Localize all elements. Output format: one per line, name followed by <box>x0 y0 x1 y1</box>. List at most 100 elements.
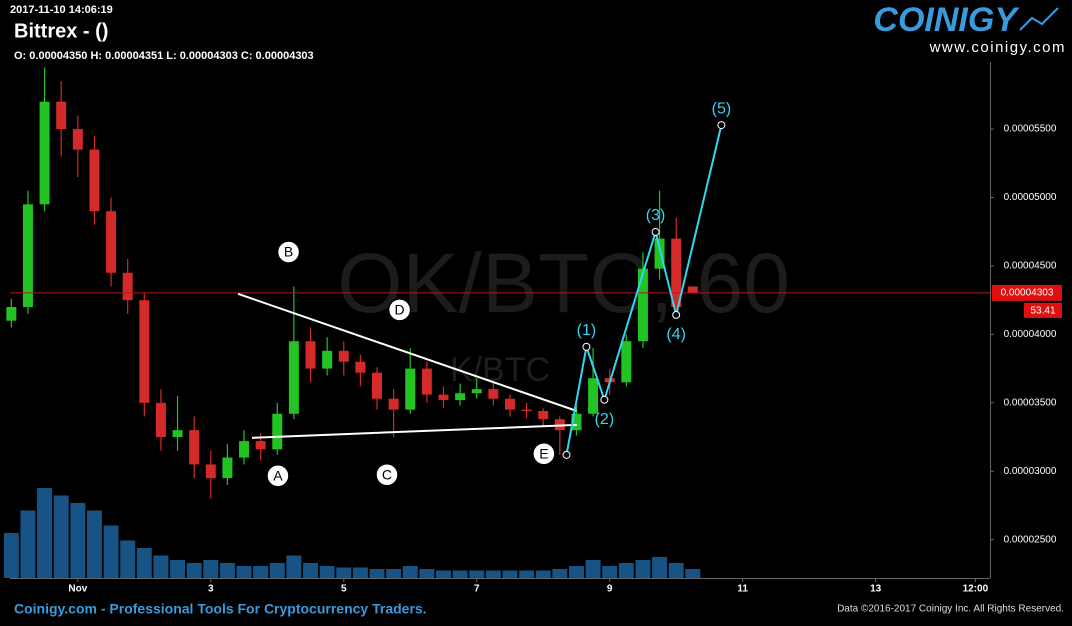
x-tick-label: 12:00 <box>963 584 989 595</box>
point-label: C <box>382 467 392 483</box>
volume-bar <box>652 557 668 578</box>
candle-body <box>488 389 499 399</box>
candle-body <box>288 341 299 414</box>
footer-left: Coinigy.com - Professional Tools For Cry… <box>14 601 427 617</box>
x-tick-label: 9 <box>607 584 613 595</box>
candle-body <box>255 441 266 450</box>
x-tick-label: 13 <box>870 584 882 595</box>
volume-bar <box>86 510 102 578</box>
volume-bar <box>535 570 551 578</box>
volume-bar <box>585 560 601 578</box>
volume-bar <box>319 566 335 578</box>
candle-body <box>455 393 466 401</box>
footer-right: Data ©2016-2017 Coinigy Inc. All Rights … <box>837 604 1064 615</box>
watermark: OK/BTC, 60 <box>337 236 790 330</box>
volume-bar <box>103 525 119 578</box>
volume-bar <box>369 569 385 578</box>
volume-bar <box>286 555 302 578</box>
candle-body <box>521 409 532 412</box>
volume-bar <box>419 569 435 578</box>
y-tick-label: 0.00004000 <box>1004 329 1057 340</box>
point-label: B <box>284 244 293 260</box>
volume-bar <box>219 563 235 578</box>
candle-body <box>687 286 698 293</box>
candle-body <box>122 272 133 301</box>
volume-bar <box>120 540 136 578</box>
y-tick-label: 0.00003000 <box>1004 466 1057 477</box>
volume-bar <box>269 563 285 578</box>
candle-body <box>305 341 316 369</box>
wave-point <box>375 463 399 487</box>
volume-bar <box>136 548 152 578</box>
wave-vertex <box>582 342 591 351</box>
point-label: A <box>273 467 283 483</box>
x-tick-label: 3 <box>208 584 214 595</box>
candle-body <box>56 101 67 130</box>
volume-bar <box>685 569 701 578</box>
y-tick-label: 0.00005500 <box>1004 124 1057 135</box>
candle-body <box>89 149 100 212</box>
indicator-box <box>1024 302 1062 318</box>
wave-point <box>387 298 412 322</box>
candle-body <box>504 398 515 410</box>
wave-vertex <box>672 310 681 319</box>
chart-title: Bittrex - () <box>14 20 108 42</box>
wave-vertex <box>651 227 660 236</box>
wave-vertex <box>600 395 609 404</box>
y-tick-label: 0.00002500 <box>1004 534 1057 545</box>
y-tick-label: 0.00003500 <box>1004 397 1057 408</box>
volume-bar <box>186 563 202 578</box>
volume-bar <box>485 570 501 578</box>
volume-bar <box>336 567 352 578</box>
candle-body <box>6 306 17 321</box>
y-tick-label: 0.00004500 <box>1004 261 1057 272</box>
candle-body <box>272 413 283 450</box>
x-tick-label: Nov <box>68 584 87 595</box>
wave-vertex <box>717 121 726 130</box>
volume-bar <box>170 560 186 578</box>
x-tick-label: 5 <box>341 584 347 595</box>
volume-bar <box>352 567 368 578</box>
candle-body <box>388 398 399 410</box>
brand-url: www.coinigy.com <box>929 39 1066 56</box>
candle-body <box>106 211 117 273</box>
candle-body <box>588 378 599 414</box>
candle-body <box>155 402 166 438</box>
ohlc-line: O: 0.00004350 H: 0.00004351 L: 0.0000430… <box>14 50 314 62</box>
candle-body <box>355 361 366 373</box>
volume-bar <box>70 503 86 578</box>
last-price-box <box>992 284 1062 301</box>
candle-body <box>72 129 83 150</box>
volume-bar <box>618 563 634 578</box>
candle-body <box>205 464 216 479</box>
candle-body <box>438 394 449 401</box>
wave-label: (3) <box>646 207 666 224</box>
last-price-label: 0.00004303 <box>1001 288 1054 299</box>
candle-body <box>671 238 682 307</box>
trend-line <box>251 423 578 439</box>
candle-body <box>621 341 632 383</box>
point-label: E <box>539 445 548 461</box>
candle-body <box>322 350 333 369</box>
volume-bar <box>37 488 53 578</box>
volume-bar <box>519 570 535 578</box>
volume-bar <box>635 560 651 578</box>
volume-bar <box>668 563 684 578</box>
wave-point <box>266 464 290 488</box>
volume-bar <box>203 560 219 578</box>
candle-body <box>538 411 549 420</box>
y-tick-label: 0.00005000 <box>1004 192 1057 203</box>
volume-bar <box>303 563 318 578</box>
candle-body <box>372 372 382 399</box>
timestamp: 2017-11-10 14:06:19 <box>10 4 113 16</box>
logo-graph <box>1019 7 1059 31</box>
x-tick-label: 11 <box>737 584 748 595</box>
candle-body <box>222 457 233 479</box>
candle-body <box>139 300 150 403</box>
volume-bar <box>452 570 468 578</box>
wave-label: (4) <box>666 326 686 343</box>
watermark-small: K/BTC <box>450 351 550 389</box>
volume-bar <box>568 566 584 578</box>
